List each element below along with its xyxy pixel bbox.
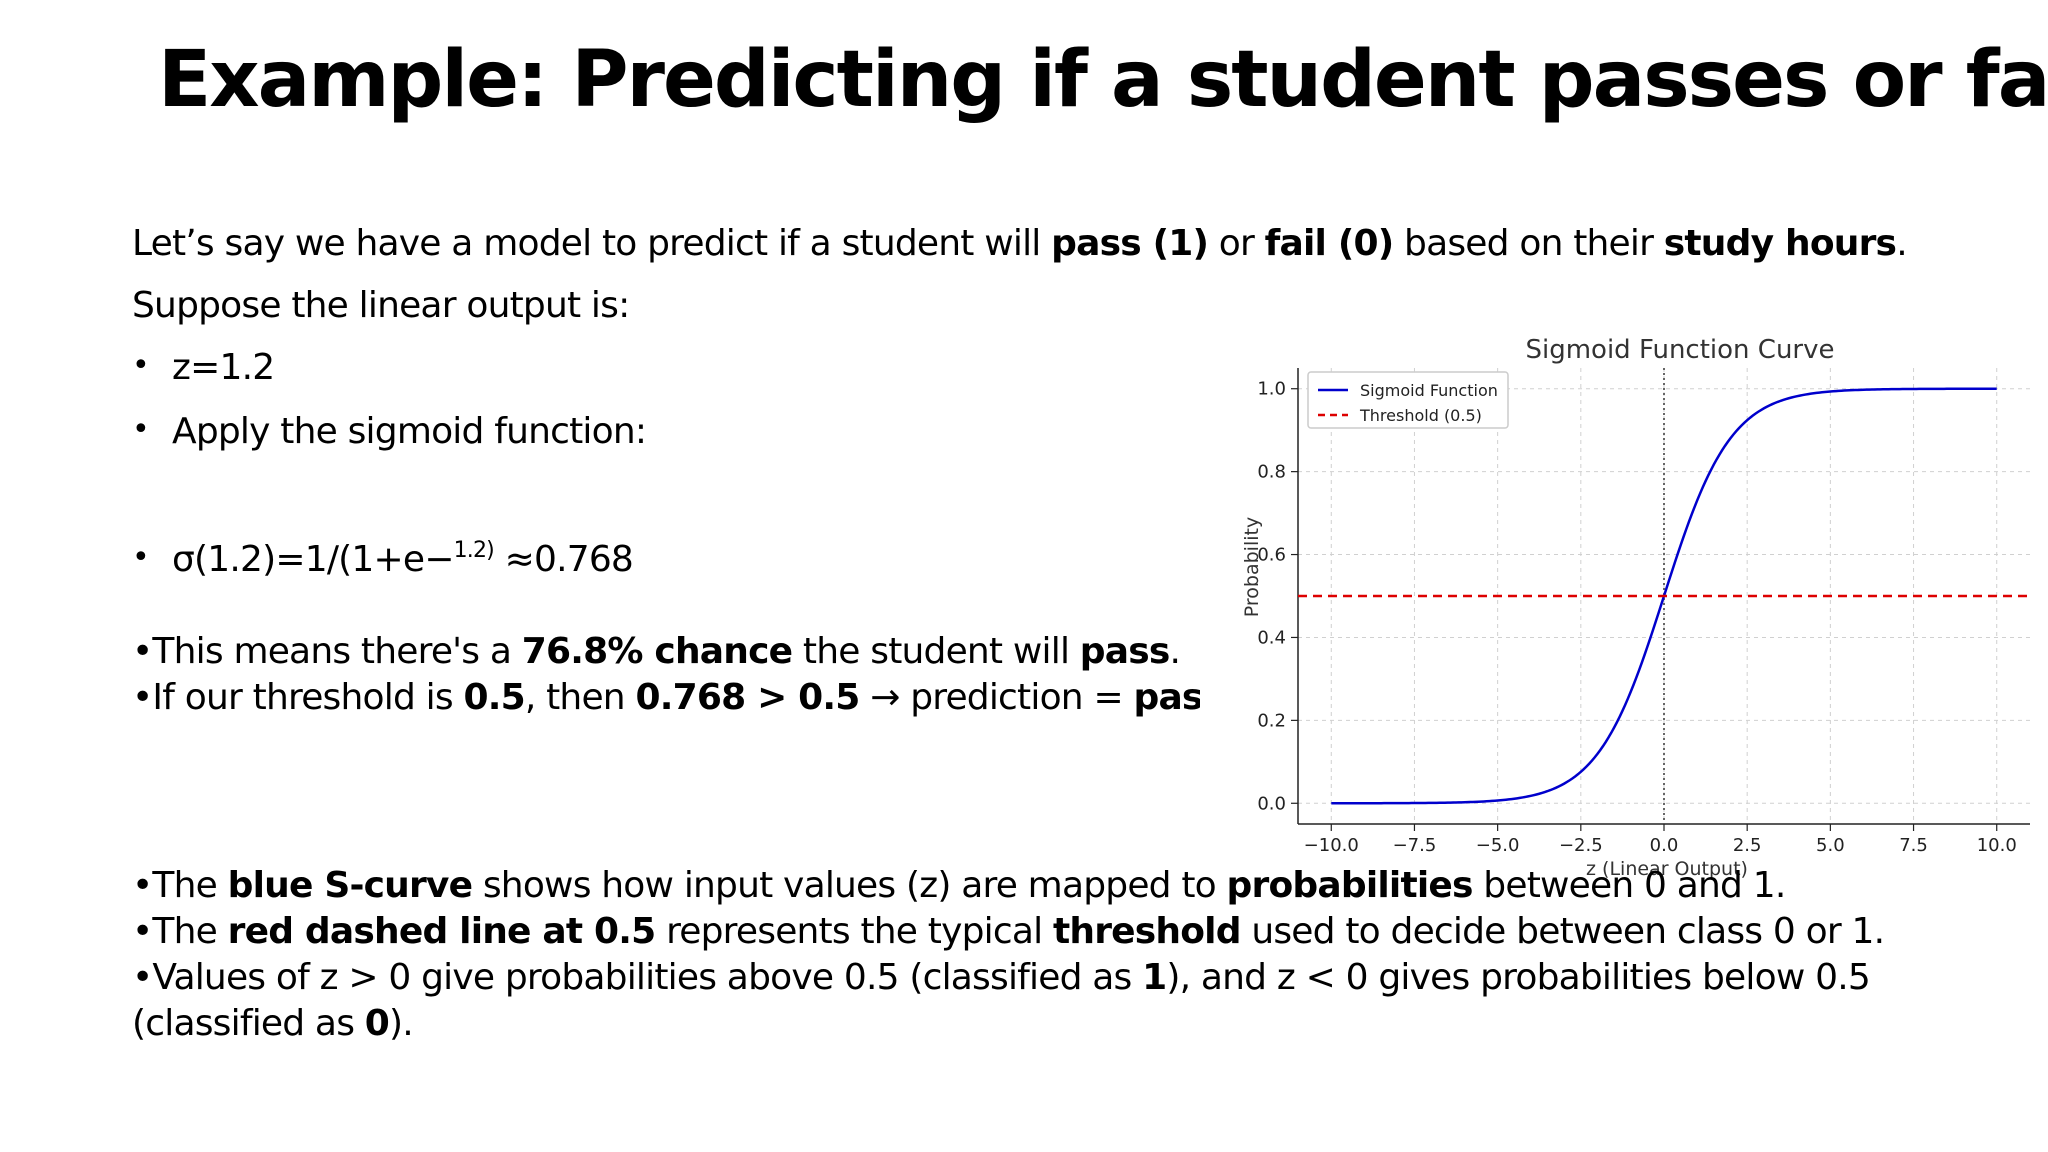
note-line-3: •Values of z > 0 give probabilities abov…: [132, 956, 1871, 1000]
note-probabilities: probabilities: [1226, 865, 1474, 906]
intro-study-hours: study hours: [1663, 223, 1897, 264]
intro-based: based on their: [1393, 223, 1664, 264]
x-tick-label: −5.0: [1476, 835, 1520, 856]
y-tick-label: 0.0: [1257, 793, 1286, 814]
x-tick-label: −7.5: [1393, 835, 1437, 856]
sigmoid-chart: −10.0 −7.5 −5.0 −2.5 0.0 2.5 5.0 7.5 10.0 0.0 0.2 0…: [1200, 322, 2040, 882]
bullet-dot: •: [132, 412, 150, 447]
explain-compare: 0.768 > 0.5: [635, 677, 860, 718]
explain-threshold: 0.5: [463, 677, 525, 718]
x-tick-label: 7.5: [1899, 835, 1928, 856]
note-1c: between 0 and 1.: [1472, 865, 1786, 906]
explain-pass: pass: [1079, 631, 1171, 672]
intro-text: Let’s say we have a model to predict if …: [132, 223, 1052, 264]
explain-line-2: •If our threshold is 0.5, then 0.768 > 0…: [132, 676, 1302, 720]
bullet-dot: •: [132, 348, 150, 383]
note-2b: represents the typical: [655, 911, 1053, 952]
x-tick-label: 10.0: [1977, 835, 2017, 856]
explain-chance: 76.8% chance: [521, 631, 793, 672]
note-2c: used to decide between class 0 or 1.: [1240, 911, 1885, 952]
explain-2a: •If our threshold is: [132, 677, 464, 718]
bullet-sigma-value: σ(1.2)=1/(1+e−1.2) ≈0.768: [172, 538, 634, 582]
explain-2c: → prediction =: [859, 677, 1134, 718]
bullet-sigmoid: Apply the sigmoid function:: [172, 411, 647, 452]
note-4a: (classified as: [132, 1003, 365, 1044]
y-tick-label: 1.0: [1257, 379, 1286, 400]
legend-threshold-label: Threshold (0.5): [1359, 406, 1482, 425]
intro-line-2: Suppose the linear output is:: [132, 285, 630, 326]
legend-box: [1307, 371, 1509, 429]
sigma-exponent: 1.2): [453, 538, 495, 563]
x-tick-label: 5.0: [1816, 835, 1845, 856]
note-2a: •The: [132, 911, 228, 952]
explain-2b: , then: [524, 677, 636, 718]
note-line-4: (classified as 0).: [132, 1002, 414, 1046]
note-curve: blue S-curve: [227, 865, 473, 906]
chart-y-label: Probability: [1241, 517, 1263, 617]
x-tick-label: −10.0: [1304, 835, 1359, 856]
note-3b: ), and z < 0 gives probabilities below 0…: [1166, 957, 1870, 998]
y-tick-label: 0.4: [1257, 627, 1286, 648]
sigma-result: ≈0.768: [493, 539, 634, 580]
note-class-one: 1: [1142, 957, 1167, 998]
bullet-z: z=1.2: [172, 347, 275, 388]
y-tick-label: 0.2: [1257, 710, 1286, 731]
x-tick-label: 0.0: [1650, 835, 1679, 856]
explain-line-1: •This means there's a 76.8% chance the s…: [132, 630, 1181, 674]
intro-fail: fail (0): [1264, 223, 1395, 264]
sigma-expression: σ(1.2)=1/(1+e−: [172, 539, 454, 580]
note-threshold: threshold: [1052, 911, 1242, 952]
explain-1b: the student will: [792, 631, 1080, 672]
intro-pass: pass (1): [1051, 223, 1209, 264]
intro-line-1: Let’s say we have a model to predict if …: [132, 222, 1908, 266]
note-line-2: •The red dashed line at 0.5 represents t…: [132, 910, 1885, 954]
note-1a: •The: [132, 865, 228, 906]
y-tick-label: 0.8: [1257, 462, 1286, 483]
x-tick-label: 2.5: [1733, 835, 1762, 856]
chart-title: Sigmoid Function Curve: [1525, 335, 1834, 365]
explain-1c: .: [1169, 631, 1181, 672]
y-tick-label: 0.6: [1257, 545, 1286, 566]
note-line-1: •The blue S-curve shows how input values…: [132, 864, 1786, 908]
x-tick-label: −2.5: [1559, 835, 1603, 856]
note-class-zero: 0: [364, 1003, 390, 1044]
legend-sigmoid-label: Sigmoid Function: [1360, 381, 1498, 400]
bullet-dot: •: [132, 540, 150, 575]
note-4b: ).: [389, 1003, 414, 1044]
intro-period: .: [1896, 223, 1907, 264]
note-red-line: red dashed line at 0.5: [227, 911, 657, 952]
note-3a: •Values of z > 0 give probabilities abov…: [132, 957, 1143, 998]
intro-or: or: [1208, 223, 1265, 264]
chart-legend: Sigmoid Function Threshold (0.5): [1307, 371, 1509, 429]
slide-title: Example: Predicting if a student passes …: [158, 35, 2048, 125]
note-1b: shows how input values (z) are mapped to: [472, 865, 1227, 906]
chart-x-label: z (Linear Output): [1586, 858, 1748, 880]
explain-1a: •This means there's a: [132, 631, 522, 672]
